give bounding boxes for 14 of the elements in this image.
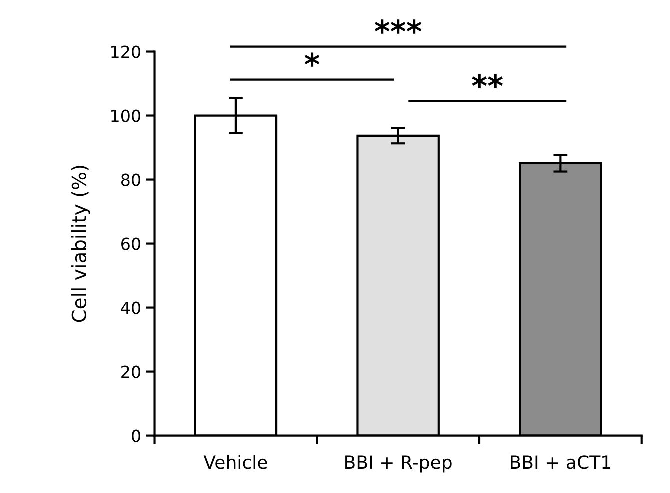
- y-tick-label: 100: [112, 110, 140, 122]
- y-tick-label: 80: [121, 174, 140, 186]
- y-tick-label: 40: [121, 302, 140, 314]
- y-axis-title: Cell viability (%): [72, 166, 90, 322]
- x-tick-label: BBI + aCT1: [511, 456, 610, 470]
- text: ***: [374, 20, 422, 34]
- annotation: *: [304, 52, 320, 67]
- y-tick-label: 60: [122, 238, 140, 250]
- y-tick-label: 20: [122, 366, 140, 378]
- annotation: **: [472, 74, 503, 88]
- x-tick-label: BBI + R-pep: [346, 456, 452, 473]
- y-tick-label: 0: [132, 430, 140, 442]
- y-tick-label: 120: [112, 46, 140, 58]
- x-tick-label: Vehicle: [204, 455, 268, 470]
